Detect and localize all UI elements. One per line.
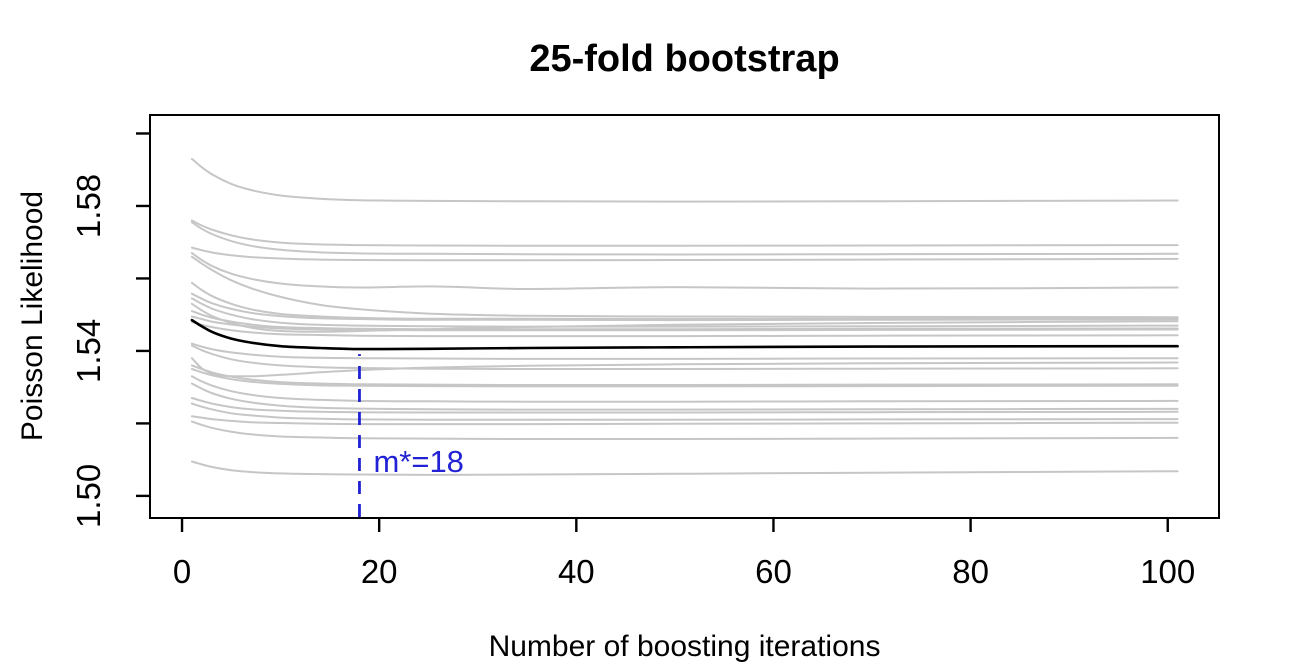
chart-title: 25-fold bootstrap (529, 38, 840, 80)
bootstrap-curve-4 (190, 246, 1179, 262)
bootstrap-curve-14 (190, 342, 1179, 360)
bootstrap-curve-12 (190, 315, 1179, 332)
bootstrap-curve-23 (190, 415, 1179, 426)
bootstrap-curve-18 (190, 368, 1179, 388)
y-tick-label: 1.58 (70, 174, 107, 238)
bootstrap-curve-22 (190, 402, 1179, 421)
bootstrap-curve-6 (190, 255, 1179, 319)
y-tick-label: 1.54 (70, 319, 107, 383)
bootstrap-curve-1 (190, 157, 1179, 203)
mean-curve (190, 318, 1179, 351)
bootstrap-curve-19 (190, 375, 1179, 403)
x-tick-label: 20 (361, 553, 398, 590)
min-iteration-label: m*=18 (373, 444, 463, 479)
bootstrap-curve-16 (190, 357, 1179, 378)
bootstrap-curve-17 (190, 364, 1179, 387)
bootstrap-curve-15 (190, 344, 1179, 371)
bootstrap-curve-11 (190, 310, 1179, 331)
x-tick-label: 60 (755, 553, 792, 590)
y-tick-label: 1.50 (70, 464, 107, 528)
bootstrap-curve-7 (190, 281, 1179, 321)
bootstrap-curve-24 (190, 420, 1179, 441)
bootstrap-curve-9 (190, 297, 1179, 328)
bootstrap-curve-5 (190, 252, 1179, 291)
x-tick-label: 80 (952, 553, 989, 590)
bootstrap-curve-20 (190, 382, 1179, 411)
x-tick-label: 0 (173, 553, 191, 590)
bootstrap-curve-3 (190, 221, 1179, 256)
x-tick-label: 40 (558, 553, 595, 590)
bootstrap-curve-13 (190, 320, 1179, 338)
bootstrap-curve-25 (190, 460, 1179, 476)
bootstrap-curve-8 (190, 292, 1179, 322)
x-tick-label: 100 (1140, 553, 1195, 590)
plot-box (149, 114, 1220, 519)
x-axis-title: Number of boosting iterations (488, 630, 881, 663)
bootstrap-curve-2 (190, 219, 1179, 247)
y-axis-title: Poisson Likelihood (16, 190, 49, 442)
bootstrap-curve-21 (190, 397, 1179, 414)
